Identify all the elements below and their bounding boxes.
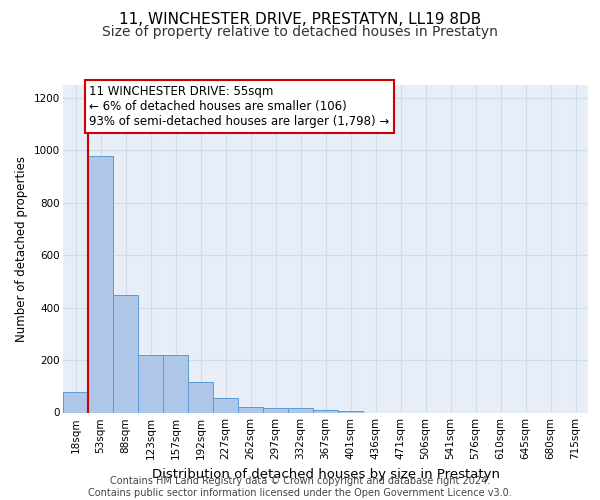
Bar	[113, 294, 138, 412]
Text: Contains HM Land Registry data © Crown copyright and database right 2024.
Contai: Contains HM Land Registry data © Crown c…	[88, 476, 512, 498]
Text: 11, WINCHESTER DRIVE, PRESTATYN, LL19 8DB: 11, WINCHESTER DRIVE, PRESTATYN, LL19 8D…	[119, 12, 481, 28]
Bar	[313, 410, 338, 412]
Bar	[288, 408, 313, 412]
Bar	[263, 408, 288, 412]
Bar	[163, 356, 188, 412]
X-axis label: Distribution of detached houses by size in Prestatyn: Distribution of detached houses by size …	[151, 468, 499, 481]
Bar	[188, 382, 213, 412]
Y-axis label: Number of detached properties: Number of detached properties	[16, 156, 28, 342]
Text: Size of property relative to detached houses in Prestatyn: Size of property relative to detached ho…	[102, 25, 498, 39]
Bar	[238, 408, 263, 412]
Text: 11 WINCHESTER DRIVE: 55sqm
← 6% of detached houses are smaller (106)
93% of semi: 11 WINCHESTER DRIVE: 55sqm ← 6% of detac…	[89, 85, 389, 128]
Bar	[138, 356, 163, 412]
Bar	[213, 398, 238, 412]
Bar	[88, 156, 113, 412]
Bar	[338, 411, 363, 412]
Bar	[63, 392, 88, 412]
